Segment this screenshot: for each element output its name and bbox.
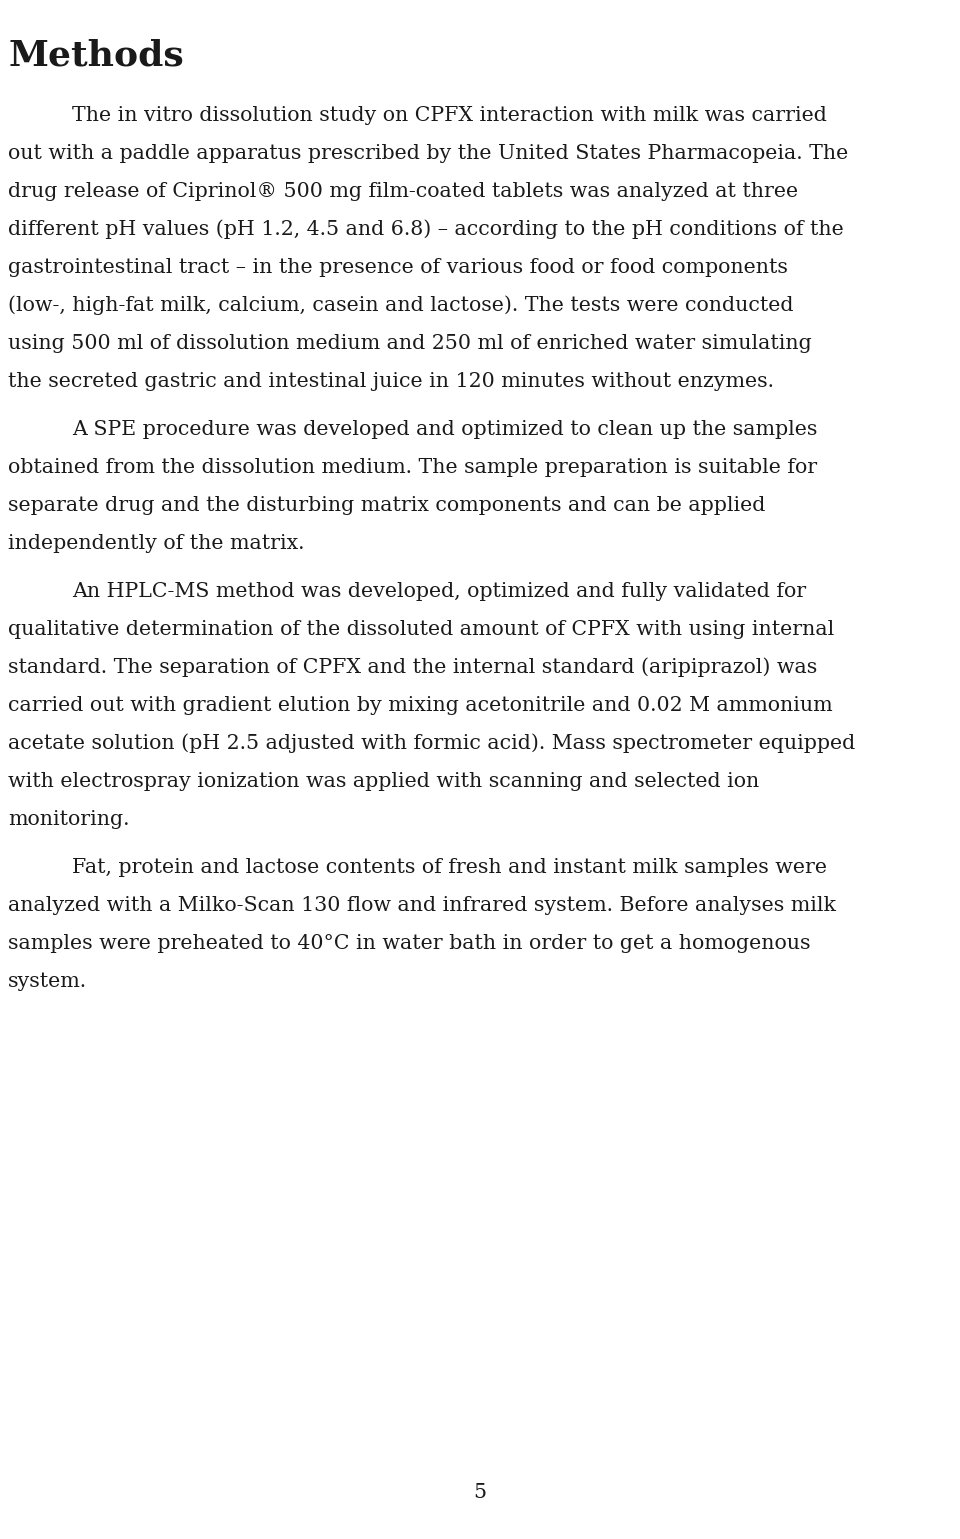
Text: An HPLC-MS method was developed, optimized and fully validated for: An HPLC-MS method was developed, optimiz…: [72, 582, 806, 600]
Text: system.: system.: [8, 971, 87, 991]
Text: gastrointestinal tract – in the presence of various food or food components: gastrointestinal tract – in the presence…: [8, 259, 788, 277]
Text: different pH values (pH 1.2, 4.5 and 6.8) – according to the pH conditions of th: different pH values (pH 1.2, 4.5 and 6.8…: [8, 219, 844, 239]
Text: out with a paddle apparatus prescribed by the United States Pharmacopeia. The: out with a paddle apparatus prescribed b…: [8, 143, 849, 163]
Text: drug release of Ciprinol® 500 mg film-coated tablets was analyzed at three: drug release of Ciprinol® 500 mg film-co…: [8, 182, 798, 200]
Text: (low-, high-fat milk, calcium, casein and lactose). The tests were conducted: (low-, high-fat milk, calcium, casein an…: [8, 295, 794, 315]
Text: The in vitro dissolution study on CPFX interaction with milk was carried: The in vitro dissolution study on CPFX i…: [72, 106, 827, 125]
Text: acetate solution (pH 2.5 adjusted with formic acid). Mass spectrometer equipped: acetate solution (pH 2.5 adjusted with f…: [8, 733, 855, 753]
Text: separate drug and the disturbing matrix components and can be applied: separate drug and the disturbing matrix …: [8, 496, 765, 516]
Text: Fat, protein and lactose contents of fresh and instant milk samples were: Fat, protein and lactose contents of fre…: [72, 857, 827, 877]
Text: samples were preheated to 40°C in water bath in order to get a homogenous: samples were preheated to 40°C in water …: [8, 934, 810, 953]
Text: the secreted gastric and intestinal juice in 120 minutes without enzymes.: the secreted gastric and intestinal juic…: [8, 372, 774, 391]
Text: A SPE procedure was developed and optimized to clean up the samples: A SPE procedure was developed and optimi…: [72, 420, 817, 439]
Text: qualitative determination of the dissoluted amount of CPFX with using internal: qualitative determination of the dissolu…: [8, 620, 834, 639]
Text: Methods: Methods: [8, 38, 183, 72]
Text: using 500 ml of dissolution medium and 250 ml of enriched water simulating: using 500 ml of dissolution medium and 2…: [8, 334, 812, 352]
Text: 5: 5: [473, 1484, 487, 1502]
Text: carried out with gradient elution by mixing acetonitrile and 0.02 M ammonium: carried out with gradient elution by mix…: [8, 696, 832, 714]
Text: standard. The separation of CPFX and the internal standard (aripiprazol) was: standard. The separation of CPFX and the…: [8, 657, 817, 677]
Text: analyzed with a Milko-Scan 130 flow and infrared system. Before analyses milk: analyzed with a Milko-Scan 130 flow and …: [8, 896, 836, 914]
Text: obtained from the dissolution medium. The sample preparation is suitable for: obtained from the dissolution medium. Th…: [8, 457, 817, 477]
Text: with electrospray ionization was applied with scanning and selected ion: with electrospray ionization was applied…: [8, 771, 759, 791]
Text: independently of the matrix.: independently of the matrix.: [8, 534, 304, 553]
Text: monitoring.: monitoring.: [8, 810, 130, 830]
